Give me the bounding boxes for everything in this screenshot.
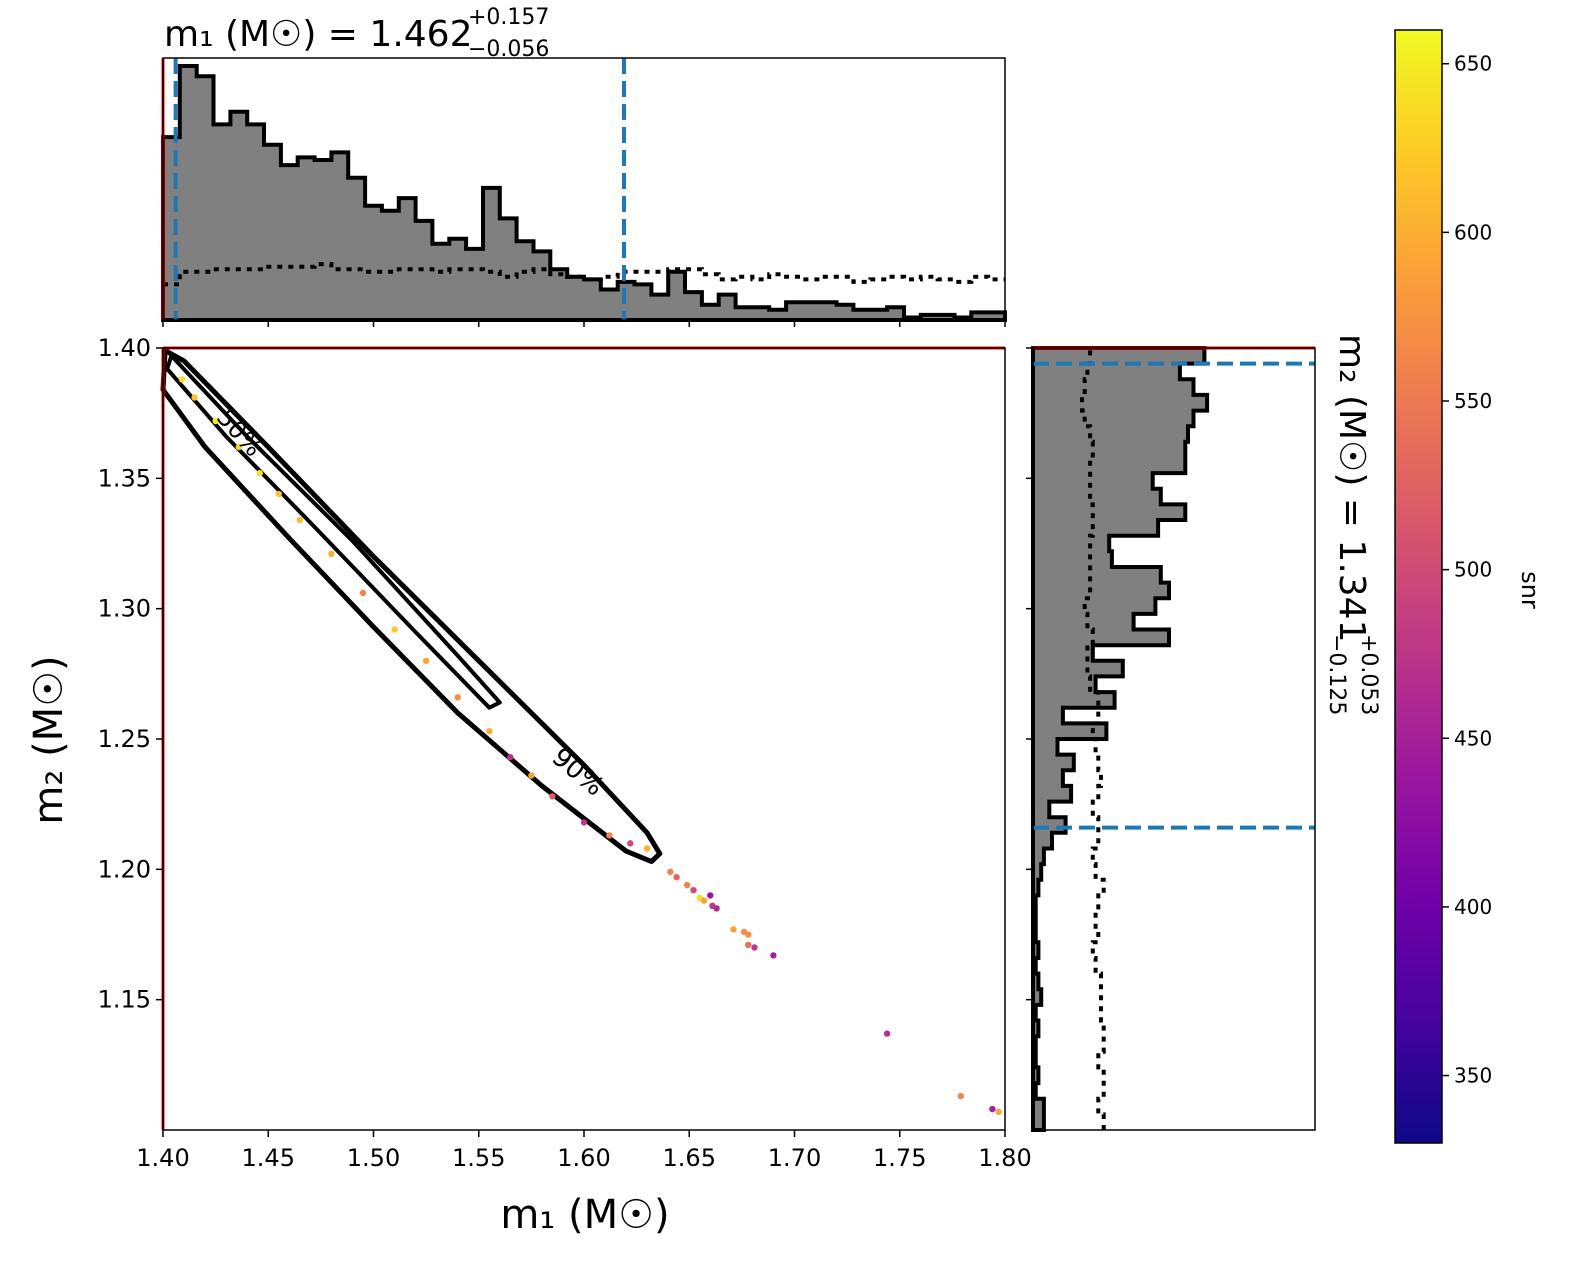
contour-50 xyxy=(165,353,502,710)
scatter-point xyxy=(256,469,263,477)
scatter-point xyxy=(178,376,186,383)
colorbar-scale xyxy=(1394,29,1443,1144)
scatter-point xyxy=(770,952,777,959)
scatter-point xyxy=(700,897,708,904)
colorbar-tick-label: 650 xyxy=(1454,52,1492,76)
m1-histogram-bars xyxy=(161,64,1007,322)
scatter-point xyxy=(191,394,198,401)
colorbar: 350 400 450 500 550 600 650 xyxy=(1394,29,1492,1144)
x-tick-label: 1.60 xyxy=(557,1144,610,1172)
x-tick-label: 1.45 xyxy=(242,1144,295,1172)
x-axis-label: m₁ (M☉) xyxy=(500,1192,669,1238)
m1-prior-histogram xyxy=(163,262,1005,287)
scatter-point xyxy=(745,941,752,949)
m2-prior-histogram xyxy=(1080,348,1106,1130)
scatter-point xyxy=(883,1030,891,1037)
y-tick-label: 1.15 xyxy=(98,986,151,1014)
colorbar-tick-label: 450 xyxy=(1454,726,1492,750)
scatter-point xyxy=(745,931,752,938)
scatter-point xyxy=(627,840,634,847)
scatter-point xyxy=(643,845,651,852)
scatter-point xyxy=(454,694,461,701)
m1-title: m₁ (M☉) = 1.462 xyxy=(164,14,472,55)
x-tick-label: 1.75 xyxy=(873,1144,926,1172)
x-tick-label: 1.50 xyxy=(347,1144,400,1172)
scatter-point xyxy=(683,881,691,889)
x-tick-label: 1.70 xyxy=(768,1144,821,1172)
m2-title: m₂ (M☉) = 1.341 xyxy=(1331,334,1372,642)
scatter-point xyxy=(606,832,613,839)
contour-90 xyxy=(160,348,663,864)
scatter-point xyxy=(328,550,335,558)
scatter-point xyxy=(690,887,697,894)
m2-title-minus: −0.125 xyxy=(1324,634,1349,715)
scatter-point xyxy=(667,868,674,876)
scatter-point xyxy=(707,892,714,899)
scatter-point xyxy=(713,905,720,912)
x-tick-label: 1.65 xyxy=(663,1144,716,1172)
colorbar-tick-label: 350 xyxy=(1454,1064,1492,1088)
y-tick-label: 1.30 xyxy=(98,595,151,623)
m2-title-group: m₂ (M☉) = 1.341 +0.053 −0.125 xyxy=(1324,334,1381,715)
scatter-point xyxy=(673,874,680,881)
joint-posterior-panel: 50%90%1.40 1.45 1.50 1.55 1.60 1.65 1.70 1.75 1.… xyxy=(98,334,1032,1172)
scatter-point xyxy=(957,1092,964,1100)
m2-marginal-histogram xyxy=(1026,346,1316,1132)
scatter-point xyxy=(730,926,737,933)
scatter-point xyxy=(235,443,242,451)
colorbar-tick-label: 600 xyxy=(1454,220,1492,244)
m1-marginal-histogram xyxy=(161,57,1007,327)
scatter-point xyxy=(422,657,430,664)
colorbar-tick-label: 500 xyxy=(1454,558,1492,582)
scatter-point xyxy=(212,417,219,425)
colorbar-label: snr xyxy=(1516,571,1544,609)
y-tick-label: 1.25 xyxy=(98,725,151,753)
scatter-point xyxy=(359,589,367,597)
x-tick-label: 1.55 xyxy=(452,1144,505,1172)
m1-title-plus: +0.157 xyxy=(468,5,549,30)
colorbar-tick-label: 400 xyxy=(1454,895,1492,919)
scatter-point xyxy=(507,754,514,761)
x-tick-label: 1.80 xyxy=(978,1144,1031,1172)
scatter-point xyxy=(580,819,588,826)
scatter-point xyxy=(989,1105,996,1113)
scatter-point xyxy=(995,1108,1002,1116)
y-tick-label: 1.20 xyxy=(98,855,151,883)
scatter-point xyxy=(296,516,303,524)
scatter-point xyxy=(751,944,758,951)
m2-histogram-bars xyxy=(1031,346,1210,1132)
y-tick-label: 1.35 xyxy=(98,464,151,492)
scatter-point xyxy=(486,728,493,735)
y-axis-label: m₂ (M☉) xyxy=(26,655,72,824)
scatter-point xyxy=(528,772,535,779)
m2-title-plus: +0.053 xyxy=(1356,634,1381,715)
x-tick-label: 1.40 xyxy=(136,1144,189,1172)
scatter-point xyxy=(275,490,282,498)
scatter-point xyxy=(391,626,398,633)
colorbar-tick-label: 550 xyxy=(1454,389,1492,413)
scatter-point xyxy=(549,793,556,800)
y-tick-label: 1.40 xyxy=(98,334,151,362)
